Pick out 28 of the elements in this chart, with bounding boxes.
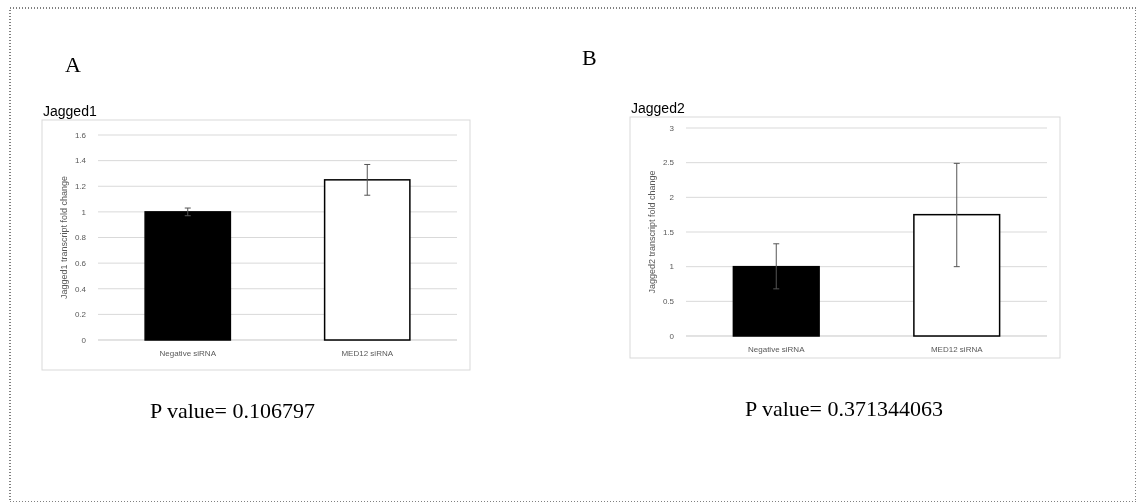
y-tick-label: 1.2 (74, 182, 87, 192)
y-tick-label: 0 (81, 335, 87, 345)
y-tick-label: 0.4 (74, 284, 87, 294)
chart-title: Jagged2 (631, 100, 685, 116)
y-axis-title: Jagged1 transcript fold change (59, 175, 69, 300)
y-tick-label: 0 (669, 331, 675, 341)
x-tick-label: MED12 siRNA (341, 349, 394, 358)
x-tick-label: Negative siRNA (159, 349, 217, 358)
x-tick-label: Negative siRNA (748, 345, 806, 354)
y-tick-label: 3 (669, 123, 675, 133)
y-tick-label: 0.2 (74, 310, 87, 320)
y-tick-label: 0.5 (662, 297, 675, 307)
chart-title: Jagged1 (43, 103, 97, 119)
text: P value= 0.106797 (150, 398, 315, 423)
text: P value= 0.371344063 (745, 396, 943, 421)
y-tick-label: 1.6 (74, 130, 87, 140)
text: A (65, 52, 81, 77)
y-tick-label: 1.5 (662, 227, 675, 237)
y-tick-label: 2.5 (662, 158, 675, 168)
y-tick-label: 2 (669, 193, 675, 203)
y-tick-label: 1 (669, 262, 675, 272)
y-axis-title: Jagged2 transcript fold change (647, 170, 657, 294)
text: B (582, 45, 597, 70)
y-tick-label: 0.6 (74, 258, 87, 268)
y-tick-label: 1.4 (74, 156, 87, 166)
y-tick-label: 0.8 (74, 233, 87, 243)
y-tick-label: 1 (81, 207, 87, 217)
x-tick-label: MED12 siRNA (930, 345, 984, 354)
